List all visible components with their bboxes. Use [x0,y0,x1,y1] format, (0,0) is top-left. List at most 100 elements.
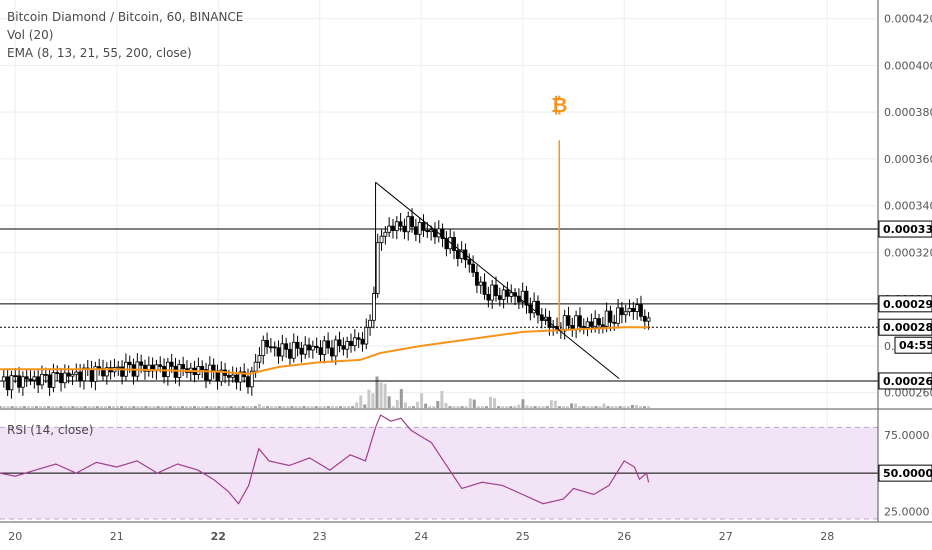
candle-body [387,225,392,233]
volume-bar [606,406,610,408]
candle-body [169,361,174,367]
candle-body [467,259,472,265]
candle-body [62,372,67,384]
volume-bar [403,402,407,408]
candle-body [440,228,445,239]
candle-body [55,372,60,374]
candle-body [1,376,6,382]
volume-bar [416,401,420,408]
volume-bar [375,376,379,408]
candle-body [616,307,620,324]
x-tick-label: 20 [8,530,22,543]
candle-body [509,292,514,297]
candle-body [394,221,399,231]
volume-bar [383,383,387,408]
volume-bar [626,406,630,408]
volume-bar [270,406,274,408]
candle-body [162,366,166,378]
volume-bar [493,398,497,408]
volume-bar [148,406,152,408]
candle-body [337,339,342,347]
candle-body [314,345,319,349]
rsi-legend: RSI (14, close) [7,423,94,437]
y-tick-label: 0.000360 [884,153,932,166]
volume-bar [14,406,18,408]
trendline[interactable] [375,181,620,380]
volume-bar [379,382,383,408]
candle-body [421,222,426,231]
candle-body [253,361,258,372]
volume-bar [594,406,598,408]
volume-bar [282,406,286,408]
candle-body [459,249,464,259]
volume-bar [75,406,79,408]
volume-bar [578,406,582,408]
volume-bar [249,406,253,408]
volume-bar [217,406,221,408]
volume-bar [176,406,180,408]
candle-body [524,290,529,306]
volume-bar [278,406,282,408]
volume-bar [71,406,75,408]
volume-bar [2,406,6,408]
volume-bar [326,406,330,408]
candle-body [478,281,483,286]
volume-bar [489,396,493,408]
volume-bar [537,406,541,408]
candle-body [360,338,365,345]
candle-body [455,250,460,259]
candle-body [585,321,590,328]
candle-body [333,339,338,357]
volume-bar [428,406,432,408]
candle-body [238,371,243,383]
candle-body [310,345,315,351]
volume-bar [103,406,107,408]
candle-body [47,374,52,388]
candle-body [211,364,216,372]
countdown-tag: 04:55 [899,339,932,352]
volume-bar [444,402,448,408]
volume-bar [448,406,452,408]
last-price-tag-box [878,318,932,336]
candle-body [257,355,262,363]
candle-body [268,346,273,349]
candle-body [326,340,331,349]
candle-body [349,340,353,347]
rsi-level-tag: 50.0000 [883,467,932,480]
x-tick-label: 26 [617,530,631,543]
countdown-tag-box [894,336,932,354]
volume-bar [614,406,618,408]
volume-bar [189,406,193,408]
volume-bar [47,406,51,408]
volume-bar [152,406,156,408]
candle-body [78,371,83,382]
volume-bar [525,405,529,408]
candle-body [494,284,498,297]
volume-bar [63,406,67,408]
volume-bar [424,403,428,408]
candle-body [291,341,296,359]
volume-bar [59,406,63,408]
candle-body [566,315,571,326]
btc-marker[interactable]: ₿ [551,93,567,328]
volume-bar [638,406,642,408]
candle-body [608,310,613,323]
volume-bar [634,405,638,408]
candle-body [413,226,418,235]
volume-bar [557,406,561,408]
volume-bar [116,406,120,408]
candle-body [74,371,79,375]
volume-bar [39,406,43,408]
candle-body [181,364,186,370]
candle-body [486,293,491,301]
volume-bar [476,406,480,408]
candle-body [82,367,86,382]
candle-body [379,235,384,244]
y-tick-label: 0.000340 [884,200,932,213]
volume-bar [322,406,326,408]
candle-body [578,315,582,327]
candle-body [406,216,411,233]
